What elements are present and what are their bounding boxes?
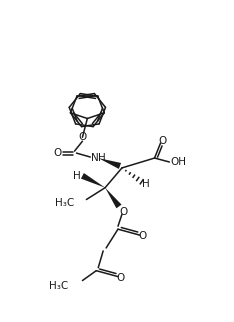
Text: O: O [139,231,147,241]
Text: H: H [73,171,80,181]
Text: H: H [98,153,106,163]
Text: O: O [78,132,87,142]
Text: O: O [54,148,62,158]
Text: H₃C: H₃C [49,280,69,290]
Text: H: H [142,179,150,189]
Text: OH: OH [170,157,186,167]
Text: N: N [91,153,99,163]
Text: H₃C: H₃C [55,197,74,207]
Polygon shape [81,173,105,188]
Text: O: O [117,273,125,283]
Polygon shape [105,188,121,208]
Text: O: O [158,136,167,146]
Polygon shape [98,158,121,169]
Text: O: O [120,207,128,217]
